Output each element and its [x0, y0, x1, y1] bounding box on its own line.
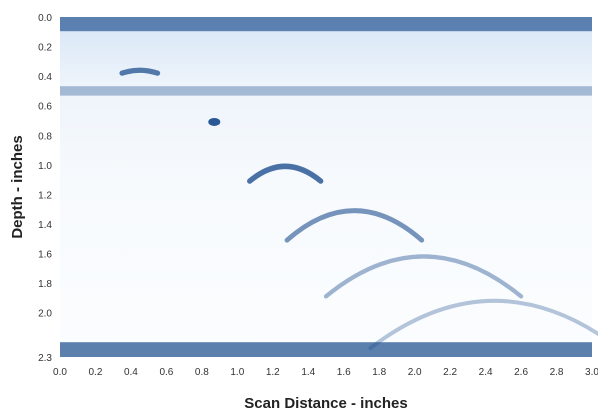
x-tick-label: 1.4	[301, 367, 315, 378]
reflection-arc-1	[208, 117, 221, 126]
reflection-arc-0	[119, 67, 161, 76]
reflector-band-1	[60, 86, 592, 96]
x-tick-label: 2.4	[479, 367, 493, 378]
reflector-band-2	[60, 342, 592, 357]
x-tick-label: 3.0	[585, 367, 598, 378]
reflector-band-0	[60, 17, 592, 32]
x-tick-label: 0.8	[195, 367, 209, 378]
y-tick-label: 1.4	[38, 220, 52, 231]
x-axis-ticks: 0.0 0.2 0.4 0.6 0.8 1.0 1.2 1.4 1.6 1.8 2.0 2.2 2.4 2…	[53, 367, 598, 378]
x-tick-label: 2.8	[550, 367, 564, 378]
reflection-arc-5	[368, 298, 598, 351]
y-tick-label: 1.0	[38, 161, 52, 172]
reflection-arc-3	[284, 208, 425, 243]
y-tick-label: 1.2	[38, 190, 52, 201]
reflection-arc-4	[323, 254, 524, 299]
y-tick-label: 2.0	[38, 309, 52, 320]
x-tick-label: 0.0	[53, 367, 67, 378]
reflection-arcs	[119, 67, 598, 351]
x-tick-label: 0.2	[89, 367, 103, 378]
x-tick-label: 2.6	[514, 367, 528, 378]
y-axis-ticks: 0.0 0.2 0.4 0.6 0.8 1.0 1.2 1.4 1.6 1.8 2.0 2.3	[38, 13, 52, 364]
x-tick-label: 1.8	[372, 367, 386, 378]
y-axis-title: Depth - inches	[9, 135, 26, 238]
x-tick-label: 2.0	[408, 367, 422, 378]
x-tick-label: 1.2	[266, 367, 280, 378]
horizontal-bands	[60, 17, 592, 357]
y-tick-label: 0.2	[38, 43, 52, 54]
y-tick-label: 0.0	[38, 13, 52, 24]
plot-area	[60, 17, 592, 357]
y-tick-label: 2.3	[38, 353, 52, 364]
x-axis-title: Scan Distance - inches	[244, 395, 407, 412]
y-tick-label: 1.8	[38, 279, 52, 290]
reflection-arc-2	[247, 163, 324, 184]
y-tick-label: 0.6	[38, 102, 52, 113]
y-tick-label: 1.6	[38, 250, 52, 261]
x-tick-label: 1.6	[337, 367, 351, 378]
x-tick-label: 0.4	[124, 367, 138, 378]
y-tick-label: 0.4	[38, 72, 52, 83]
y-tick-label: 0.8	[38, 131, 52, 142]
x-tick-label: 2.2	[443, 367, 457, 378]
x-tick-label: 0.6	[159, 367, 173, 378]
x-tick-label: 1.0	[230, 367, 244, 378]
